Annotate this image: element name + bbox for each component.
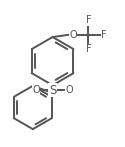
Text: F: F — [86, 15, 91, 25]
Text: O: O — [32, 85, 40, 95]
Text: O: O — [69, 30, 77, 40]
Text: S: S — [49, 84, 56, 97]
Text: O: O — [66, 85, 73, 95]
Text: F: F — [101, 30, 107, 40]
Text: F: F — [86, 44, 91, 54]
